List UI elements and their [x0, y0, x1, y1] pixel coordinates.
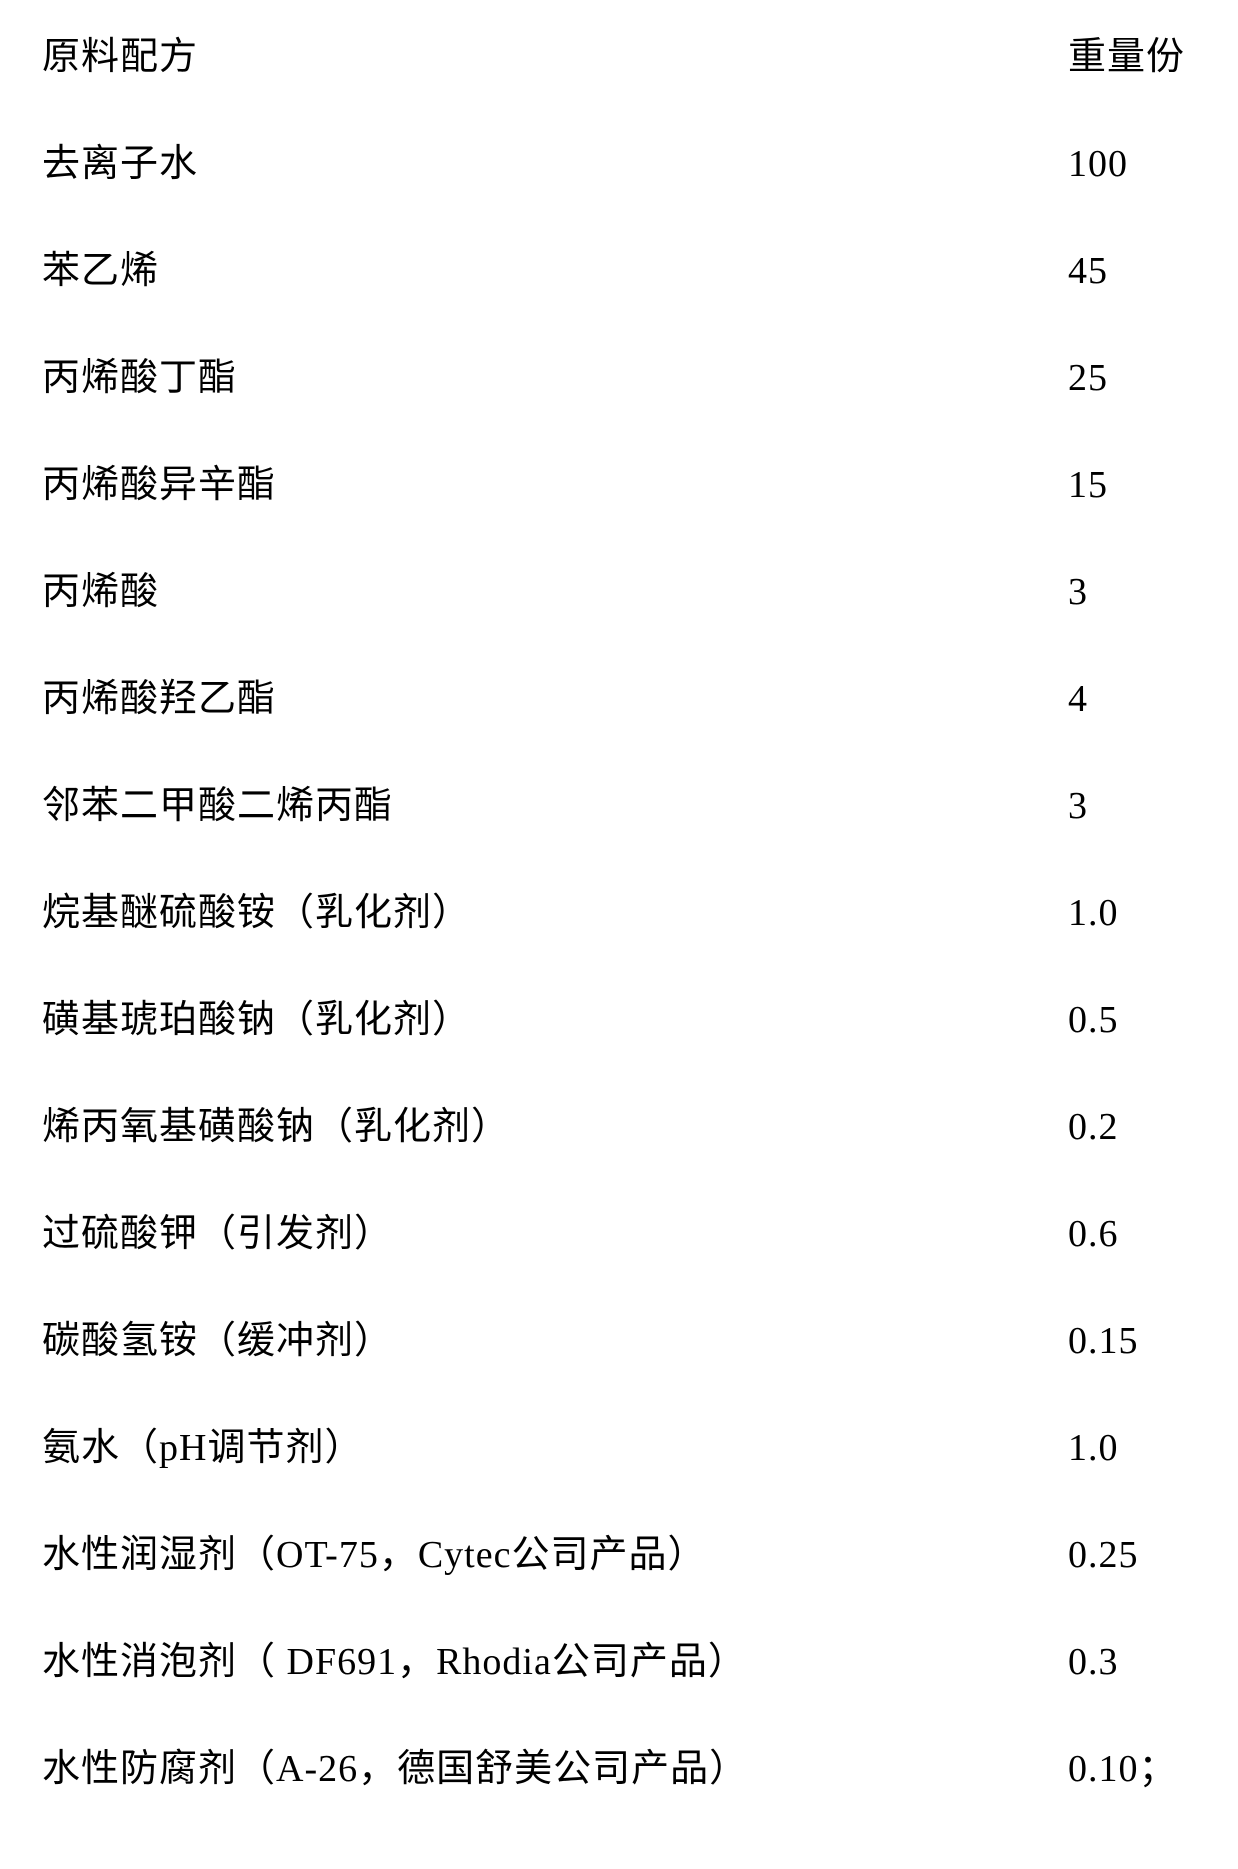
table-row: 烷基醚硫酸铵（乳化剂） 1.0 — [42, 881, 1188, 936]
table-row: 苯乙烯 45 — [42, 239, 1188, 294]
row-label: 水性防腐剂（A-26，德国舒美公司产品） — [42, 1737, 748, 1792]
header-value: 重量份 — [1068, 25, 1188, 80]
table-row: 磺基琥珀酸钠（乳化剂） 0.5 — [42, 988, 1188, 1043]
row-label: 碳酸氢铵（缓冲剂） — [42, 1309, 393, 1364]
row-value: 0.6 — [1068, 1212, 1188, 1256]
row-value: 0.15 — [1068, 1319, 1188, 1363]
row-value: 100 — [1068, 142, 1188, 186]
row-label: 水性润湿剂（OT-75，Cytec公司产品） — [42, 1523, 706, 1578]
row-label: 烯丙氧基磺酸钠（乳化剂） — [42, 1095, 510, 1150]
row-label: 丙烯酸 — [42, 560, 159, 615]
row-label: 苯乙烯 — [42, 239, 159, 294]
row-value: 3 — [1068, 784, 1188, 828]
table-row: 过硫酸钾（引发剂） 0.6 — [42, 1202, 1188, 1257]
row-value: 3 — [1068, 570, 1188, 614]
row-value: 15 — [1068, 463, 1188, 507]
row-label: 去离子水 — [42, 132, 198, 187]
row-label: 烷基醚硫酸铵（乳化剂） — [42, 881, 471, 936]
row-label: 磺基琥珀酸钠（乳化剂） — [42, 988, 471, 1043]
table-row: 邻苯二甲酸二烯丙酯 3 — [42, 774, 1188, 829]
row-label: 氨水（pH调节剂） — [42, 1416, 363, 1471]
table-row: 碳酸氢铵（缓冲剂） 0.15 — [42, 1309, 1188, 1364]
row-value: 45 — [1068, 249, 1188, 293]
row-label: 丙烯酸异辛酯 — [42, 453, 276, 508]
row-label: 邻苯二甲酸二烯丙酯 — [42, 774, 393, 829]
table-row: 去离子水 100 — [42, 132, 1188, 187]
row-label: 过硫酸钾（引发剂） — [42, 1202, 393, 1257]
table-row: 水性防腐剂（A-26，德国舒美公司产品） 0.10； — [42, 1737, 1188, 1792]
row-value: 1.0 — [1068, 891, 1188, 935]
table-row: 烯丙氧基磺酸钠（乳化剂） 0.2 — [42, 1095, 1188, 1150]
row-label: 丙烯酸羟乙酯 — [42, 667, 276, 722]
row-value: 25 — [1068, 356, 1188, 400]
table-row: 丙烯酸丁酯 25 — [42, 346, 1188, 401]
row-label: 水性消泡剂（ DF691，Rhodia公司产品） — [42, 1630, 747, 1685]
row-value: 0.3 — [1068, 1640, 1188, 1684]
table-header-row: 原料配方 重量份 — [42, 25, 1188, 80]
table-row: 水性消泡剂（ DF691，Rhodia公司产品） 0.3 — [42, 1630, 1188, 1685]
table-row: 水性润湿剂（OT-75，Cytec公司产品） 0.25 — [42, 1523, 1188, 1578]
row-value: 0.5 — [1068, 998, 1188, 1042]
table-row: 丙烯酸羟乙酯 4 — [42, 667, 1188, 722]
row-value: 0.10； — [1068, 1737, 1188, 1792]
table-row: 丙烯酸异辛酯 15 — [42, 453, 1188, 508]
header-label: 原料配方 — [42, 25, 198, 80]
row-label: 丙烯酸丁酯 — [42, 346, 237, 401]
table-row: 氨水（pH调节剂） 1.0 — [42, 1416, 1188, 1471]
row-value: 4 — [1068, 677, 1188, 721]
row-value: 0.2 — [1068, 1105, 1188, 1149]
row-value: 0.25 — [1068, 1533, 1188, 1577]
row-value: 1.0 — [1068, 1426, 1188, 1470]
table-row: 丙烯酸 3 — [42, 560, 1188, 615]
